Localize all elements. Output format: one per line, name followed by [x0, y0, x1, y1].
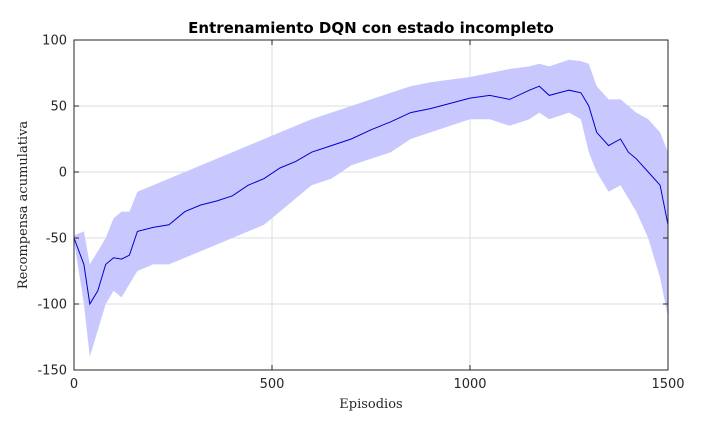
x-tick-label: 1000	[453, 377, 486, 392]
plot-frame	[73, 39, 669, 371]
y-tick-label: -150	[37, 364, 67, 379]
y-tick-label: 100	[42, 34, 67, 49]
x-tick-label: 500	[260, 377, 285, 392]
y-tick-label: -100	[37, 298, 67, 313]
mean-series-line	[73, 85, 669, 306]
y-tick-label: -50	[46, 232, 67, 247]
chart-title: Entrenamiento DQN con estado incompleto	[188, 19, 554, 37]
mean-line	[73, 85, 669, 306]
x-axis-label: Episodios	[339, 397, 402, 412]
x-tick-label: 1500	[651, 377, 684, 392]
x-tick-label: 0	[70, 377, 78, 392]
y-tick-label: 0	[59, 166, 67, 181]
y-tick-label: 50	[50, 100, 67, 115]
y-axis-label: Recompensa acumulativa	[16, 121, 31, 290]
